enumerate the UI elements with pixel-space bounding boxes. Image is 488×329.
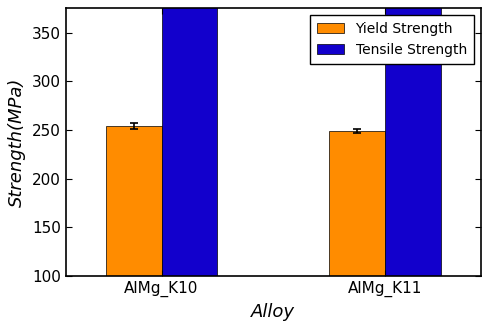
Bar xyxy=(161,0,217,276)
Bar xyxy=(328,131,384,276)
Bar xyxy=(105,126,161,276)
Y-axis label: Strength(MPa): Strength(MPa) xyxy=(8,78,26,207)
X-axis label: Alloy: Alloy xyxy=(251,303,295,321)
Bar xyxy=(384,0,440,276)
Legend: Yield Strength, Tensile Strength: Yield Strength, Tensile Strength xyxy=(309,15,473,64)
